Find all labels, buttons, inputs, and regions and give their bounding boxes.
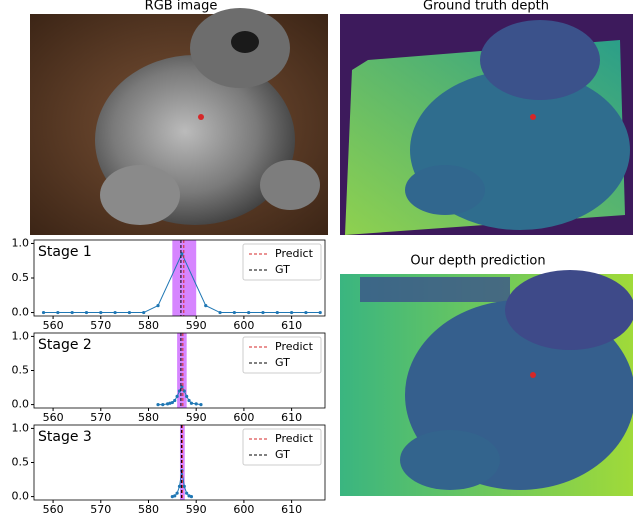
legend-label: GT [275,448,290,461]
data-point [156,304,160,308]
data-point [194,402,198,406]
y-tick-label: 1.0 [12,236,30,249]
x-tick-label: 580 [138,503,159,516]
y-tick-label: 0.5 [12,456,30,469]
data-point [156,402,160,407]
x-tick-label: 560 [43,411,64,424]
data-point [99,310,103,315]
x-tick-label: 610 [281,319,302,332]
legend-box [242,243,322,281]
legend-label: Predict [275,247,314,260]
x-tick-label: 590 [186,319,207,332]
chart-title: Stage 2 [38,337,92,353]
data-point [180,252,184,256]
data-point [232,310,236,315]
legend-box [242,428,322,466]
x-tick-label: 580 [138,411,159,424]
data-point [161,402,165,407]
data-point [218,310,222,315]
chart-title: Stage 3 [38,429,92,445]
data-point [84,310,89,315]
legend-label: GT [275,263,290,276]
data-point [182,484,186,488]
data-point [177,389,182,393]
legend-box [242,336,322,374]
data-point [142,310,146,315]
data-point [261,310,265,315]
x-tick-label: 560 [43,503,64,516]
data-point [41,310,46,315]
data-point [177,484,182,488]
data-point [70,310,74,315]
data-point [56,310,60,315]
x-tick-label: 570 [90,503,111,516]
rgb-image [30,8,328,235]
data-point [247,310,251,315]
data-point [175,491,179,495]
x-tick-label: 600 [233,319,254,332]
x-tick-label: 610 [281,411,302,424]
data-point [304,310,308,315]
data-point [318,310,322,315]
data-point [173,398,177,403]
data-point [275,310,279,315]
y-tick-label: 0.5 [12,364,30,377]
highlight-band [177,333,187,408]
y-tick-label: 0.0 [12,490,30,503]
y-tick-label: 1.0 [12,421,30,434]
chart-title: Stage 1 [38,244,92,260]
legend-label: Predict [275,432,314,445]
data-point [187,398,191,403]
data-point [204,304,208,308]
x-tick-label: 590 [186,503,207,516]
x-tick-label: 610 [281,503,302,516]
x-tick-label: 600 [233,503,254,516]
y-tick-label: 0.5 [12,271,30,284]
data-point [113,310,117,315]
x-tick-label: 580 [138,319,159,332]
gt-depth-image [340,14,633,235]
legend-label: Predict [275,340,314,353]
data-point [180,385,184,389]
data-point [185,491,189,495]
y-tick-label: 0.0 [12,306,30,319]
data-point [170,400,174,405]
data-point [189,494,194,499]
data-point [182,389,186,393]
y-tick-label: 1.0 [12,329,30,342]
panel-title: Our depth prediction [410,254,545,269]
pred-depth-image [340,270,633,496]
y-tick-label: 0.0 [12,398,30,411]
data-point [127,310,132,315]
x-tick-label: 560 [43,319,64,332]
data-point [290,310,294,315]
data-point [173,494,177,498]
legend-label: GT [275,356,290,369]
data-point [199,402,203,407]
data-point [185,394,189,399]
panel-title: RGB image [145,0,218,14]
x-tick-label: 590 [186,411,207,424]
x-tick-label: 570 [90,411,111,424]
x-tick-label: 600 [233,411,254,424]
x-tick-label: 570 [90,319,111,332]
data-point [175,394,179,399]
panel-title: Ground truth depth [423,0,549,14]
data-point [189,401,194,405]
